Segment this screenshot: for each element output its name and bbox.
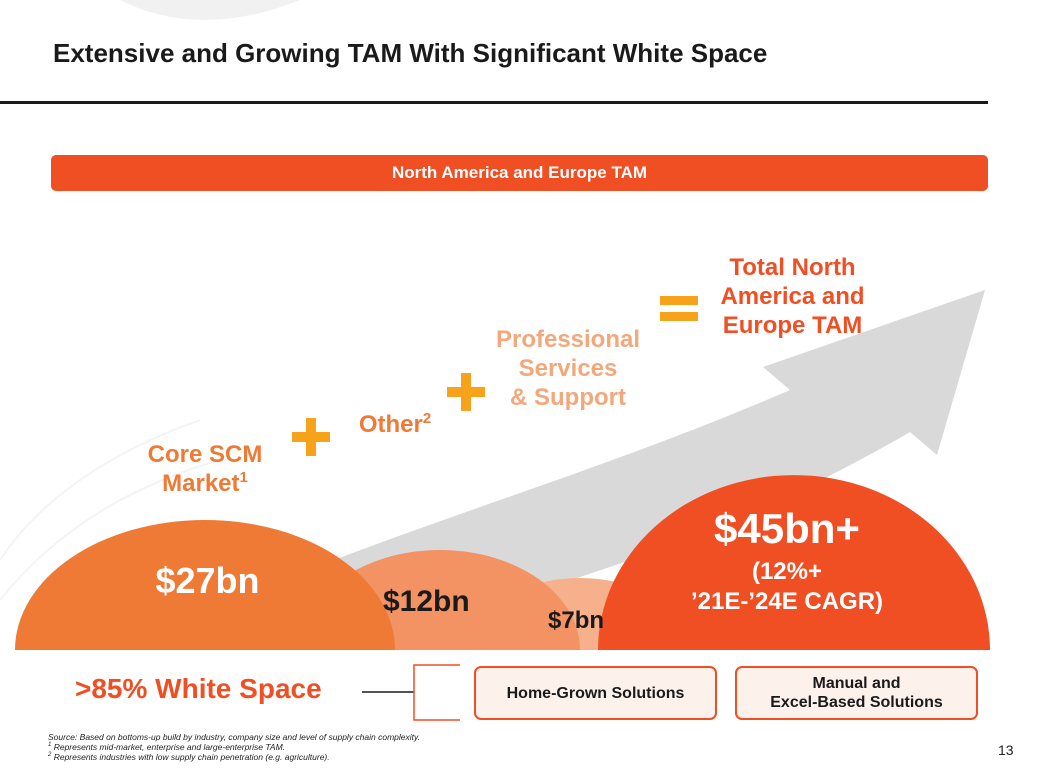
plus-icon-1 bbox=[292, 418, 330, 456]
footnote-2: 2 Represents industries with low supply … bbox=[48, 752, 330, 762]
total-amount: $45bn+ bbox=[714, 505, 860, 552]
core-scm-label: Core SCM Market1 bbox=[147, 441, 263, 497]
other-label: Other2 bbox=[358, 410, 432, 438]
core-scm-bubble bbox=[15, 520, 395, 650]
footnote-1: 1 Represents mid-market, enterprise and … bbox=[48, 742, 286, 752]
white-space-label: >85% White Space bbox=[75, 673, 322, 704]
cagr-line2: ’21E-’24E CAGR) bbox=[690, 588, 884, 615]
total-value: $45bn+ (12%+ ’21E-’24E CAGR) bbox=[652, 505, 922, 617]
source-note: Source: Based on bottoms-up build by ind… bbox=[48, 732, 420, 742]
core-value: $27bn bbox=[155, 560, 260, 601]
footnotes: Source: Based on bottoms-up build by ind… bbox=[48, 732, 420, 762]
total-tam-bubble bbox=[598, 475, 990, 650]
page-title: Extensive and Growing TAM With Significa… bbox=[53, 38, 768, 68]
prof-value: $7bn bbox=[548, 607, 605, 634]
cagr-line1: (12%+ bbox=[751, 558, 823, 585]
section-banner: North America and Europe TAM bbox=[51, 155, 988, 191]
manual-excel-box: Manual and Excel-Based Solutions bbox=[735, 666, 978, 720]
other-value: $12bn bbox=[383, 585, 470, 618]
home-grown-box: Home-Grown Solutions bbox=[474, 666, 717, 720]
equals-icon bbox=[660, 296, 698, 328]
plus-icon-2 bbox=[447, 373, 485, 411]
total-tam-label: Total North America and Europe TAM bbox=[720, 254, 865, 339]
page-number: 13 bbox=[998, 742, 1014, 758]
prof-services-label: Professional Services & Support bbox=[495, 326, 641, 411]
title-divider bbox=[0, 101, 988, 104]
